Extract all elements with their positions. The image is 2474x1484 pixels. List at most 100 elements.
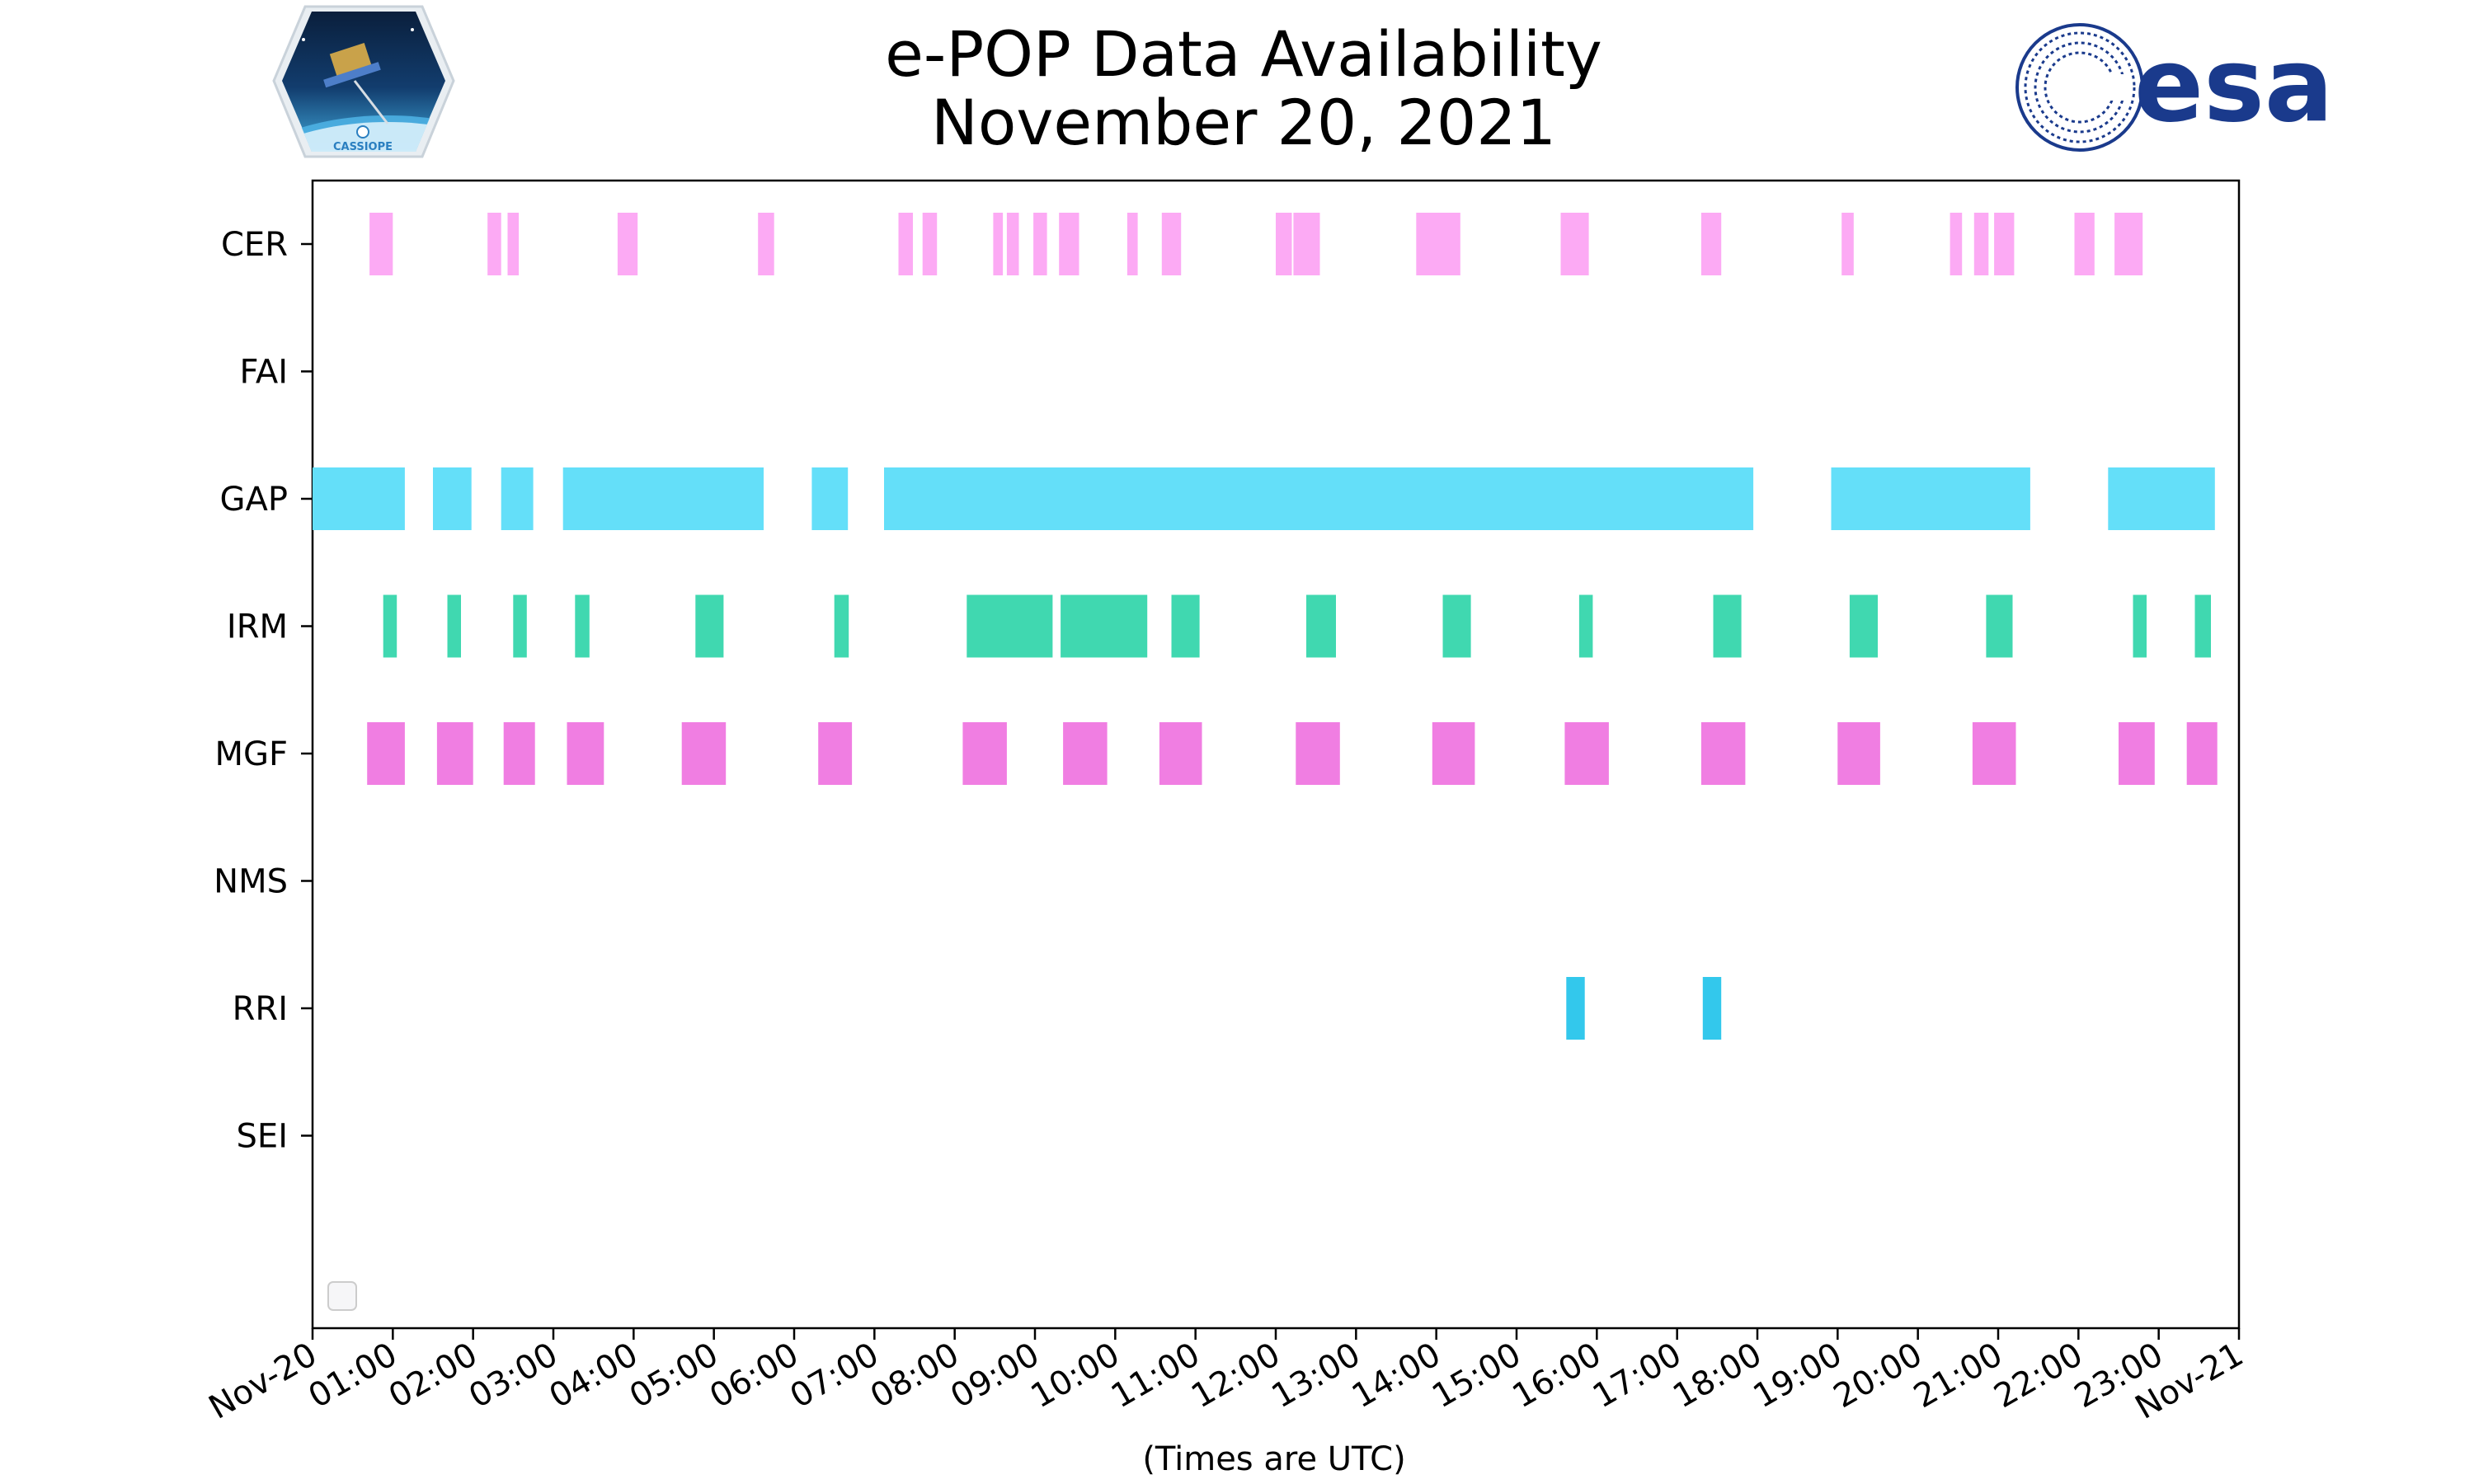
- bar-mgf-8: [1159, 722, 1202, 785]
- y-tick-label-nms: NMS: [214, 863, 288, 901]
- bar-mgf-15: [2119, 722, 2155, 785]
- bar-rri-0: [1566, 977, 1585, 1040]
- bar-gap-3: [562, 467, 764, 530]
- x-tick-label-21: 21:00: [1907, 1336, 2009, 1416]
- x-tick-label-14: 14:00: [1346, 1336, 1447, 1416]
- bar-cer-10: [1059, 213, 1079, 275]
- bar-cer-16: [1560, 213, 1589, 275]
- y-tick-label-rri: RRI: [233, 990, 288, 1028]
- x-axis-label: (Times are UTC): [1142, 1440, 1405, 1478]
- y-tick-label-irm: IRM: [227, 608, 288, 646]
- bar-mgf-3: [567, 722, 604, 785]
- bar-irm-10: [1442, 594, 1471, 658]
- y-tick-label-fai: FAI: [240, 354, 289, 392]
- cassiope-emblem-icon: [356, 125, 369, 139]
- bar-cer-18: [1841, 213, 1854, 275]
- bar-mgf-2: [503, 722, 535, 785]
- bar-gap-6: [1831, 467, 2030, 530]
- bars-layer: [313, 213, 2218, 1040]
- bar-cer-0: [369, 213, 393, 275]
- bar-irm-16: [2194, 594, 2211, 658]
- bar-cer-8: [1006, 213, 1019, 275]
- bar-cer-9: [1033, 213, 1047, 275]
- bar-mgf-0: [367, 722, 405, 785]
- bar-cer-17: [1700, 213, 1722, 275]
- bar-gap-0: [313, 467, 405, 530]
- x-tick-label-16: 16:00: [1506, 1336, 1607, 1416]
- x-tick-label-20: 20:00: [1827, 1336, 1929, 1416]
- bar-irm-13: [1849, 594, 1878, 658]
- bar-cer-4: [758, 213, 774, 275]
- bar-cer-20: [1973, 213, 1989, 275]
- y-axis: CER FAI GAP IRM MGF NMS RRI SEI: [214, 226, 313, 1156]
- esa-logo-text: esa: [2134, 26, 2334, 145]
- bar-mgf-14: [1972, 722, 2016, 785]
- bar-mgf-13: [1837, 722, 1880, 785]
- bar-irm-3: [575, 594, 590, 658]
- bar-mgf-16: [2186, 722, 2218, 785]
- x-tick-label-8: 08:00: [864, 1336, 966, 1416]
- bar-mgf-9: [1296, 722, 1340, 785]
- bar-cer-12: [1161, 213, 1182, 275]
- bar-gap-7: [2108, 467, 2215, 530]
- bar-cer-7: [993, 213, 1004, 275]
- bar-cer-5: [898, 213, 913, 275]
- bar-irm-4: [695, 594, 724, 658]
- bar-irm-2: [513, 594, 527, 658]
- bar-cer-19: [1950, 213, 1963, 275]
- bar-cer-22: [2074, 213, 2095, 275]
- x-tick-label-10: 10:00: [1024, 1336, 1126, 1416]
- x-axis: Nov-2001:0002:0003:0004:0005:0006:0007:0…: [203, 1328, 2250, 1427]
- x-tick-label-11: 11:00: [1105, 1336, 1206, 1416]
- x-tick-label-13: 13:00: [1265, 1336, 1366, 1416]
- bar-irm-9: [1306, 594, 1336, 658]
- y-tick-label-cer: CER: [221, 226, 288, 264]
- bar-gap-5: [884, 467, 1754, 530]
- cassiope-logo: CASSIOPE: [272, 5, 455, 158]
- bar-irm-8: [1171, 594, 1200, 658]
- x-tick-label-18: 18:00: [1667, 1336, 1768, 1416]
- bar-irm-14: [1986, 594, 2013, 658]
- esa-logo: esa: [2015, 23, 2334, 152]
- x-tick-label-9: 09:00: [944, 1336, 1046, 1416]
- bar-irm-7: [1061, 594, 1148, 658]
- bar-cer-21: [1994, 213, 2015, 275]
- x-tick-label-4: 04:00: [543, 1336, 644, 1416]
- x-tick-label-22: 22:00: [1987, 1336, 2089, 1416]
- y-tick-label-gap: GAP: [220, 481, 288, 519]
- x-tick-label-5: 05:00: [623, 1336, 725, 1416]
- x-tick-label-15: 15:00: [1426, 1336, 1527, 1416]
- bar-cer-6: [922, 213, 938, 275]
- bar-irm-6: [967, 594, 1053, 658]
- bar-mgf-10: [1432, 722, 1475, 785]
- bar-mgf-4: [681, 722, 727, 785]
- bar-mgf-12: [1700, 722, 1746, 785]
- x-tick-label-3: 03:00: [463, 1336, 564, 1416]
- bar-cer-23: [2114, 213, 2143, 275]
- bar-mgf-6: [962, 722, 1007, 785]
- chart-title-line-2: November 20, 2021: [931, 86, 1556, 159]
- bar-cer-15: [1416, 213, 1460, 275]
- bar-irm-5: [834, 594, 849, 658]
- x-tick-label-7: 07:00: [783, 1336, 885, 1416]
- bar-rri-1: [1702, 977, 1722, 1040]
- chart-title-line-1: e-POP Data Availability: [885, 17, 1602, 91]
- x-tick-label-1: 01:00: [302, 1336, 403, 1416]
- bar-cer-1: [487, 213, 501, 275]
- y-tick-label-sei: SEI: [237, 1118, 288, 1156]
- bar-gap-4: [811, 467, 849, 530]
- bar-irm-0: [383, 594, 397, 658]
- bar-irm-15: [2133, 594, 2147, 658]
- bar-cer-11: [1126, 213, 1138, 275]
- bar-mgf-1: [436, 722, 473, 785]
- bar-cer-14: [1293, 213, 1320, 275]
- bar-irm-12: [1713, 594, 1742, 658]
- x-tick-label-17: 17:00: [1587, 1336, 1688, 1416]
- y-tick-label-mgf: MGF: [214, 735, 288, 773]
- bar-mgf-7: [1063, 722, 1108, 785]
- cassiope-logo-text: CASSIOPE: [333, 141, 393, 153]
- x-tick-label-6: 06:00: [703, 1336, 805, 1416]
- bar-cer-3: [617, 213, 638, 275]
- bar-cer-13: [1276, 213, 1292, 275]
